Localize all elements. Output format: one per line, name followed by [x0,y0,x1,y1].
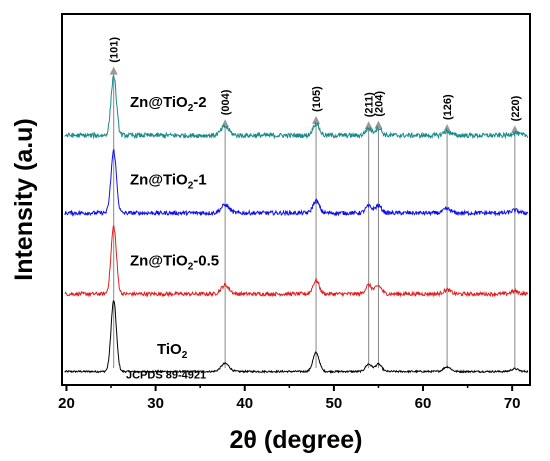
series-layer [64,74,529,374]
peak-arrow [443,123,452,132]
peak-label: (105) [311,86,323,112]
peak-label: (204) [373,91,385,117]
peak-arrow [374,120,383,129]
series-label: Zn@TiO2-2 [130,94,207,114]
peak-arrow [109,66,118,75]
series-labels: TiO2 Zn@TiO2-0.5 Zn@TiO2-1 Zn@TiO2-2 [130,94,219,361]
series-line [64,225,529,298]
x-tick-label: 30 [147,395,164,412]
peak-label: (004) [220,89,232,115]
jcpds-reference-label: JCPDS 89-4921 [126,369,206,381]
series-line [64,148,529,217]
peak-labels: (101) (004) (105) (211)(204) (126) (220) [109,37,522,122]
peak-arrow [312,115,321,124]
y-axis-title: Intensity (a.u) [10,118,38,281]
peak-label: (101) [109,37,121,63]
x-tick-label: 70 [504,395,521,412]
series-line [64,300,529,374]
series-label: TiO2 [157,341,188,361]
x-axis-ticks: 20 30 40 50 60 70 [58,385,521,412]
peak-label: (126) [442,94,454,120]
x-tick-label: 50 [326,395,343,412]
peak-arrow [510,125,519,134]
x-tick-label: 40 [236,395,253,412]
peak-label: (220) [510,95,522,121]
plot-frame [61,13,531,386]
series-label: Zn@TiO2-1 [130,172,207,192]
x-axis-title: 2θ (degree) [230,426,363,454]
peak-reference-lines [109,66,519,369]
x-tick-label: 60 [415,395,432,412]
series-label: Zn@TiO2-0.5 [130,253,219,273]
peak-label: (211) [364,92,376,117]
series-line [64,74,529,140]
x-tick-label: 20 [58,395,75,412]
